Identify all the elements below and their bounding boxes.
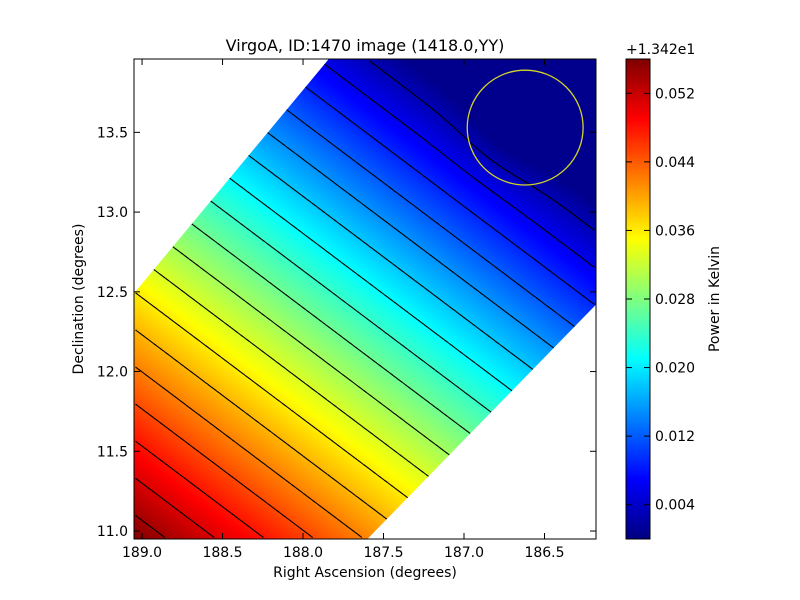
contour-line bbox=[135, 477, 215, 538]
heatmap-image bbox=[134, 59, 596, 539]
x-axis: 189.0 188.5 188.0 187.5 187.0 186.5 bbox=[122, 59, 565, 561]
y-tick-label: 11.0 bbox=[97, 524, 128, 540]
colorbar-tick-label: 0.036 bbox=[655, 223, 695, 239]
colorbar-offset-text: +1.342e1 bbox=[626, 42, 695, 58]
colorbar-tick-label: 0.020 bbox=[655, 361, 695, 377]
x-tick-label: 189.0 bbox=[122, 545, 162, 561]
y-tick-label: 13.0 bbox=[97, 205, 128, 221]
annotation-circle bbox=[466, 69, 584, 186]
contour-line bbox=[135, 366, 363, 538]
contour-line bbox=[368, 60, 595, 231]
y-axis-label: Declination (degrees) bbox=[71, 224, 87, 375]
contour-line bbox=[135, 440, 264, 538]
colorbar-tick-label: 0.028 bbox=[655, 292, 695, 308]
y-tick-label: 12.0 bbox=[97, 365, 128, 381]
x-tick-label: 187.0 bbox=[444, 545, 484, 561]
y-axis: 11.0 11.5 12.0 12.5 13.0 13.5 bbox=[97, 125, 596, 540]
x-tick-label: 188.0 bbox=[283, 545, 323, 561]
x-tick-label: 187.5 bbox=[363, 545, 403, 561]
chart-title: VirgoA, ID:1470 image (1418.0,YY) bbox=[226, 36, 505, 55]
annotations bbox=[466, 69, 584, 186]
plot-frame bbox=[133, 58, 597, 540]
colorbar-tick-label: 0.004 bbox=[655, 498, 695, 514]
y-tick-label: 13.5 bbox=[97, 125, 128, 141]
y-tick-label: 12.5 bbox=[97, 285, 128, 301]
colorbar-tick-label: 0.044 bbox=[655, 155, 695, 171]
contour-line bbox=[135, 403, 313, 538]
colorbar-tick-label: 0.012 bbox=[655, 429, 695, 445]
colorbar-tick-label: 0.052 bbox=[655, 86, 695, 102]
x-axis-label: Right Ascension (degrees) bbox=[273, 565, 457, 581]
colorbar-axis: 0.004 0.012 0.020 0.028 0.036 0.044 0.052 bbox=[626, 86, 695, 514]
y-tick-label: 11.5 bbox=[97, 444, 128, 460]
contour-line bbox=[135, 329, 412, 538]
x-tick-label: 188.5 bbox=[202, 545, 242, 561]
contour-line bbox=[135, 514, 166, 538]
x-tick-label: 186.5 bbox=[524, 545, 564, 561]
colorbar-label: Power in Kelvin bbox=[707, 246, 723, 352]
